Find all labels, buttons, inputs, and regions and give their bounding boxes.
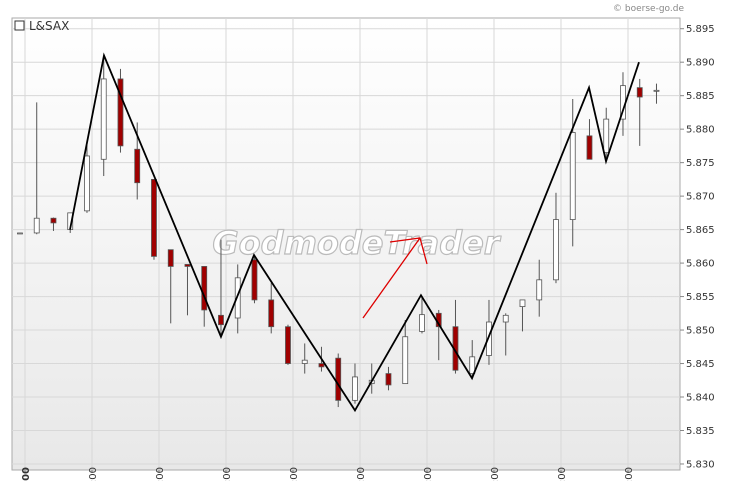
candle-body	[151, 178, 157, 257]
candle-body	[352, 376, 358, 401]
candle-body	[636, 87, 643, 98]
candle-body	[301, 359, 308, 364]
candle-body	[268, 299, 275, 328]
candle-body	[486, 321, 492, 356]
candle-body	[184, 264, 191, 267]
candle-body	[569, 132, 576, 220]
y-tick-label: 5.880	[686, 125, 715, 136]
x-tick-label: 15:00	[490, 467, 501, 481]
x-tick-label: 16:00	[557, 467, 568, 481]
candle-body	[536, 279, 543, 301]
candle-body	[218, 314, 224, 326]
x-tick-label: 09:00	[88, 467, 99, 481]
y-tick-label: 5.855	[686, 292, 715, 303]
x-tick-label: 12:00	[289, 467, 300, 481]
y-tick-label: 5.860	[686, 259, 715, 270]
y-tick-label: 5.895	[686, 24, 715, 35]
candle-body	[385, 373, 392, 386]
legend-label: L&SAX	[29, 19, 69, 33]
candle-body	[50, 217, 57, 224]
candle-body	[553, 219, 559, 281]
y-tick-label: 5.875	[686, 158, 715, 169]
y-tick-label: 5.865	[686, 225, 715, 236]
candle-body	[335, 357, 342, 401]
x-tick-label: 10:00	[155, 467, 166, 481]
x-tick-label: 13:00	[356, 467, 367, 481]
candle-body	[33, 217, 40, 234]
y-tick-label: 5.845	[686, 359, 715, 370]
candle-body	[419, 314, 425, 332]
candle-body	[285, 326, 291, 364]
candle-body	[234, 277, 241, 319]
candle-body	[519, 299, 526, 308]
x-tick-label: 11:00	[222, 467, 233, 481]
y-tick-label: 5.850	[686, 326, 715, 337]
grid	[12, 18, 680, 470]
candle-body	[502, 314, 509, 323]
candle-body	[100, 78, 107, 160]
y-tick-label: 5.870	[686, 192, 715, 203]
candle-body	[251, 259, 258, 301]
candle-body	[653, 89, 660, 92]
marks	[17, 52, 660, 413]
candle-body	[469, 356, 476, 374]
zigzag-line	[69, 52, 640, 413]
candle-body	[167, 249, 174, 267]
y-tick-label: 5.885	[686, 91, 715, 102]
y-tick-label: 5.840	[686, 393, 715, 404]
candle-body	[603, 118, 610, 153]
candle-body	[134, 148, 141, 184]
credit: © boerse-go.de	[613, 4, 684, 14]
y-tick-label: 5.830	[686, 459, 715, 470]
x-tick-label: 14:00	[423, 467, 434, 481]
candle-body	[402, 336, 409, 385]
x-tick-label: 17:00	[624, 467, 635, 481]
watermark: GodmodeTrader	[212, 224, 501, 262]
candle-body	[318, 363, 325, 368]
candle-body	[201, 266, 208, 311]
y-tick-label: 5.835	[686, 426, 715, 437]
candle-body	[17, 232, 23, 235]
arrow-annotation	[362, 237, 428, 319]
legend-box	[14, 20, 25, 31]
candle-body	[84, 155, 90, 212]
candle-body	[117, 78, 124, 147]
y-tick-label: 5.890	[686, 58, 715, 69]
x-tick-label: 08:00	[21, 467, 32, 481]
candle-body	[586, 135, 593, 160]
